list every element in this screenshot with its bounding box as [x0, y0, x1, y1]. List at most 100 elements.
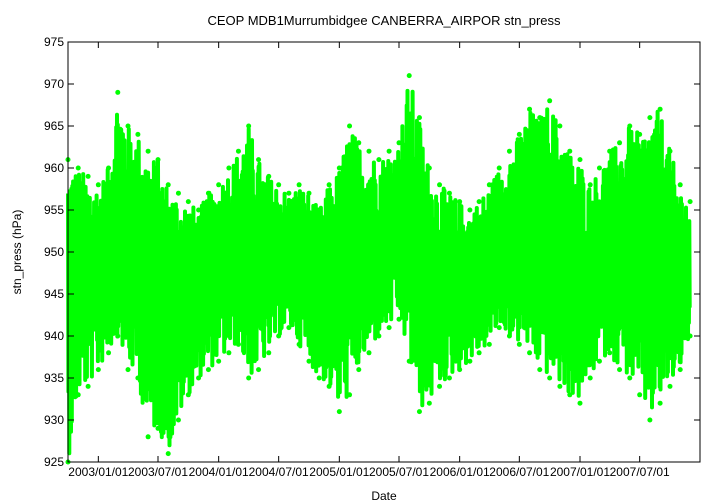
data-point-max — [446, 190, 452, 196]
data-point-min — [457, 367, 463, 373]
data-point-min — [95, 367, 101, 373]
data-point-min — [627, 375, 633, 381]
y-axis-label: stn_press (hPa) — [10, 210, 24, 295]
x-tick-label: 2005/07/01 — [369, 465, 429, 479]
data-point-max — [386, 148, 392, 154]
data-point-min — [175, 417, 181, 423]
data-point-min — [106, 350, 112, 356]
plot-area — [65, 73, 693, 465]
data-point-max — [235, 148, 241, 154]
data-point-min — [347, 392, 353, 398]
data-point-min — [617, 367, 623, 373]
series-line — [66, 88, 692, 456]
data-point-max — [135, 131, 141, 137]
data-point-max — [125, 123, 131, 129]
data-point-max — [226, 165, 232, 171]
data-point-max — [637, 131, 643, 137]
data-point-min — [437, 383, 443, 389]
data-point-max — [627, 123, 633, 129]
axes: 925 930 935 940 945 950 955 960 965 970 975 2003/01… — [44, 35, 701, 479]
data-point-max — [437, 182, 443, 188]
data-point-max — [496, 165, 502, 171]
data-point-max — [376, 157, 382, 163]
data-point-max — [196, 207, 202, 213]
data-point-min — [667, 383, 673, 389]
y-tick-label: 925 — [44, 455, 64, 469]
data-point-max — [537, 115, 543, 121]
data-point-max — [175, 190, 181, 196]
data-point-min — [145, 434, 151, 440]
y-tick-label: 965 — [44, 119, 64, 133]
data-point-min — [256, 367, 262, 373]
data-point-min — [396, 316, 402, 322]
data-point-min — [316, 375, 322, 381]
data-point-min — [266, 350, 272, 356]
data-point-min — [537, 367, 543, 373]
data-point-min — [587, 375, 593, 381]
data-point-max — [256, 157, 262, 163]
data-point-max — [667, 148, 673, 154]
y-tick-label: 935 — [44, 371, 64, 385]
data-point-min — [286, 325, 292, 331]
data-point-min — [446, 375, 452, 381]
data-point-max — [506, 148, 512, 154]
x-tick-label: 2005/01/01 — [309, 465, 369, 479]
data-point-min — [386, 325, 392, 331]
data-point-max — [587, 182, 593, 188]
data-point-min — [567, 392, 573, 398]
chart-title: CEOP MDB1Murrumbidgee CANBERRA_AIRPOR st… — [207, 13, 561, 28]
x-axis-label: Date — [371, 489, 397, 503]
data-point-min — [406, 358, 412, 364]
data-point-max — [165, 182, 171, 188]
data-point-max — [115, 89, 121, 95]
data-point-min — [216, 358, 222, 364]
data-point-min — [165, 451, 171, 457]
x-tick-label: 2007/01/01 — [550, 465, 610, 479]
data-point-max — [547, 98, 553, 104]
data-point-min — [276, 333, 282, 339]
data-point-max — [205, 190, 211, 196]
data-point-min — [185, 392, 191, 398]
data-point-min — [687, 333, 693, 339]
y-tick-label: 930 — [44, 413, 64, 427]
data-point-max — [95, 182, 101, 188]
data-point-max — [366, 148, 372, 154]
data-point-max — [286, 190, 292, 196]
data-point-max — [486, 182, 492, 188]
data-point-max — [426, 165, 432, 171]
data-point-min — [205, 367, 211, 373]
data-point-max — [85, 173, 91, 179]
data-point-max — [347, 123, 353, 129]
data-point-min — [336, 409, 342, 415]
data-point-max — [155, 157, 161, 163]
y-tick-label: 950 — [44, 245, 64, 259]
data-point-max — [276, 182, 282, 188]
data-point-max — [476, 199, 482, 205]
data-point-max — [185, 199, 191, 205]
data-point-max — [567, 148, 573, 154]
y-tick-label: 945 — [44, 287, 64, 301]
data-point-min — [637, 392, 643, 398]
data-point-min — [647, 417, 653, 423]
data-point-min — [196, 375, 202, 381]
data-point-max — [336, 165, 342, 171]
data-point-min — [607, 350, 613, 356]
data-point-max — [457, 199, 463, 205]
data-point-max — [396, 140, 402, 146]
data-point-min — [135, 375, 141, 381]
data-point-max — [266, 173, 272, 179]
data-point-min — [557, 383, 563, 389]
data-point-min — [235, 341, 241, 347]
data-point-max — [106, 165, 112, 171]
data-point-min — [596, 358, 602, 364]
data-point-max — [316, 207, 322, 213]
data-point-min — [296, 341, 302, 347]
data-point-min — [426, 400, 432, 406]
data-point-min — [657, 400, 663, 406]
data-point-max — [557, 123, 563, 129]
y-tick-label: 940 — [44, 329, 64, 343]
data-point-max — [577, 157, 583, 163]
data-point-min — [125, 367, 131, 373]
x-tick-label: 2003/07/01 — [128, 465, 188, 479]
